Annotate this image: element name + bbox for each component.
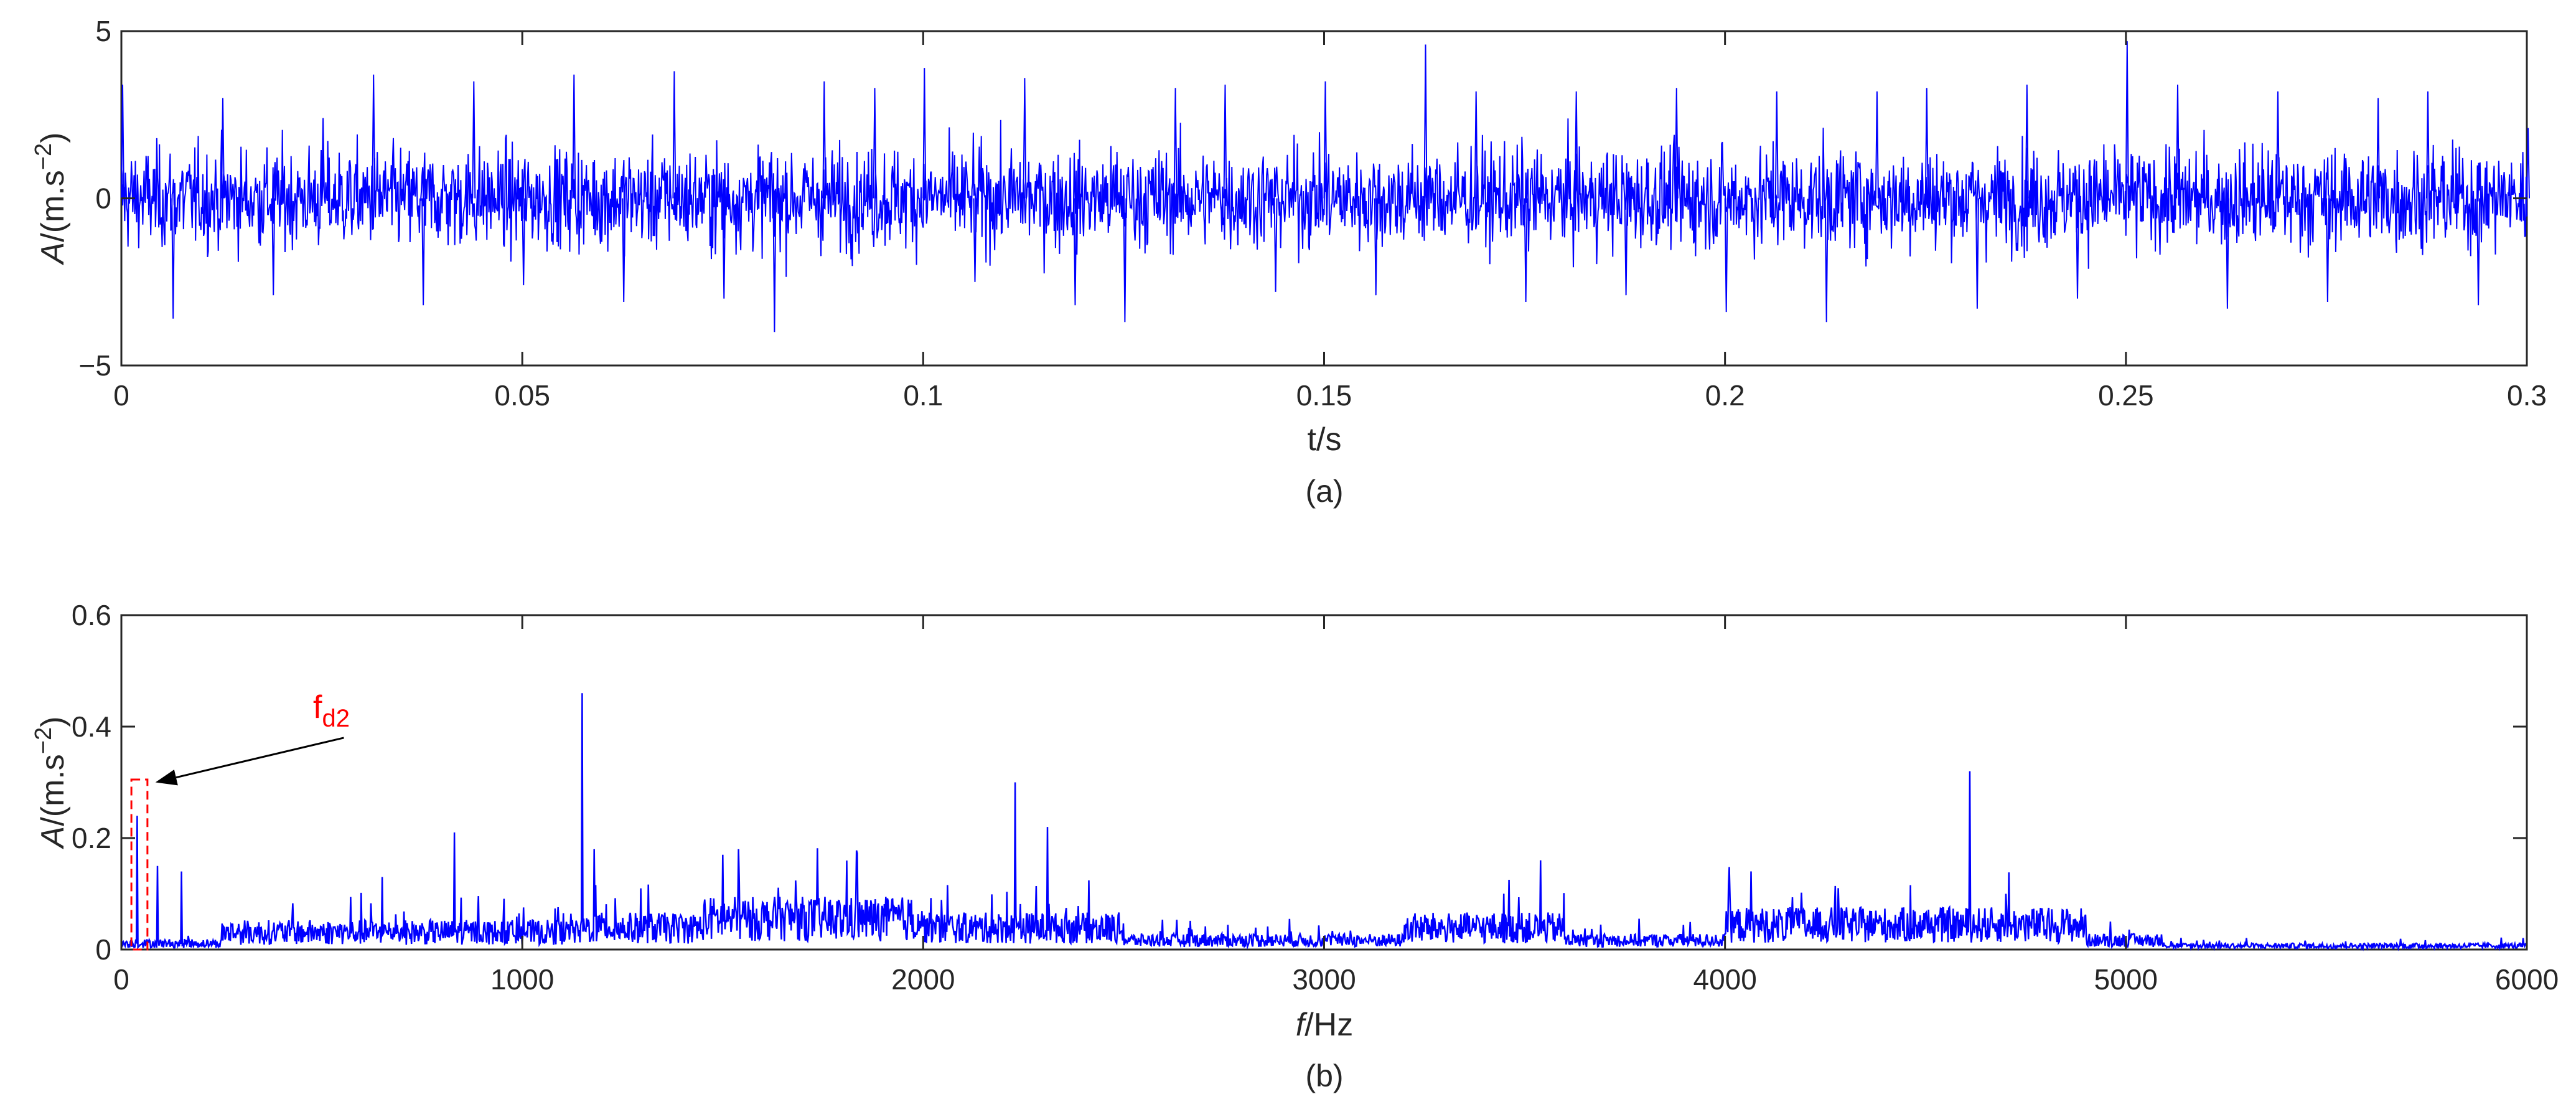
panel-b-caption: (b) [1305, 1058, 1343, 1093]
panel-a-y-axis-unit: /(m.s [35, 170, 71, 242]
panel-b-x-tick-label: 6000 [2495, 963, 2559, 996]
panel-a-caption: (a) [1305, 474, 1343, 509]
panel-b-x-tick-label: 5000 [2094, 963, 2158, 996]
panel-a-x-tick-label: 0.3 [2507, 379, 2547, 412]
panel-b-y-axis-unit: /(m.s [35, 754, 71, 826]
panel-a-y-axis-exponent: −2 [30, 143, 57, 170]
panel-b-y-tick-label: 0.2 [72, 822, 111, 854]
panel-b-x-tick-label: 0 [113, 963, 129, 996]
panel-a-y-tick-label: 5 [95, 15, 111, 47]
panel-a-x-tick-label: 0.05 [494, 379, 550, 412]
panel-a-x-ticks: 0 0.05 0.1 0.15 0.2 0.25 0.3 [113, 31, 2547, 412]
panel-a-y-tick-label: −5 [79, 349, 111, 382]
panel-b-y-ticks: 0 0.2 0.4 0.6 [72, 599, 2527, 966]
panel-b-x-tick-label: 1000 [490, 963, 554, 996]
panel-b-y-axis-title: A/(m.s−2) [30, 717, 71, 850]
panel-a-x-tick-label: 0.25 [2098, 379, 2154, 412]
panel-a-y-axis-title: A/(m.s−2) [30, 133, 71, 266]
fd2-highlight-box [130, 778, 149, 951]
fd2-label-sub: d2 [322, 705, 350, 732]
panel-a-y-tick-label: 0 [95, 182, 111, 215]
fd2-arrow [176, 737, 344, 779]
panel-b-x-axis-title-unit: /Hz [1304, 1007, 1353, 1043]
panel-a-x-tick-label: 0.15 [1296, 379, 1352, 412]
panel-b-y-tick-label: 0.6 [72, 599, 111, 631]
panel-b-y-axis-close: ) [35, 717, 71, 727]
panel-b: 0 1000 2000 3000 4000 5000 6000 00.20.40.6 fd2… [30, 599, 2559, 1093]
panel-a: 0 0.05 0.1 0.15 0.2 0.25 0.3 −505 t/s A/(m.s−2… [30, 15, 2547, 509]
panel-b-x-axis-title-var: f [1296, 1007, 1308, 1043]
panel-b-x-tick-label: 3000 [1292, 963, 1356, 996]
fd2-arrowhead [155, 770, 178, 786]
panel-a-y-axis-close: ) [35, 133, 71, 143]
panel-a-x-tick-label: 0.1 [903, 379, 943, 412]
panel-b-x-axis-title: f/Hz [1296, 1007, 1353, 1043]
panel-a-signal-line [121, 41, 2530, 332]
panel-b-x-ticks: 0 1000 2000 3000 4000 5000 6000 [113, 615, 2559, 996]
panel-a-x-axis-title: t/s [1308, 422, 1342, 458]
panel-a-x-tick-label: 0.2 [1705, 379, 1745, 412]
fd2-annotation-label: fd2 [313, 689, 350, 732]
panel-b-y-tick-label: 0.4 [72, 710, 111, 743]
panel-b-x-tick-label: 4000 [1693, 963, 1756, 996]
panel-a-y-ticks: −5 0 5 [79, 15, 2527, 382]
fd2-label-main: f [313, 689, 322, 725]
panel-b-x-tick-label: 2000 [891, 963, 955, 996]
panel-b-y-tick-label: 0 [95, 933, 111, 966]
panel-a-x-tick-label: 0 [113, 379, 129, 412]
panel-b-plot-area [120, 614, 2528, 951]
panel-b-y-axis-exponent: −2 [30, 727, 57, 754]
